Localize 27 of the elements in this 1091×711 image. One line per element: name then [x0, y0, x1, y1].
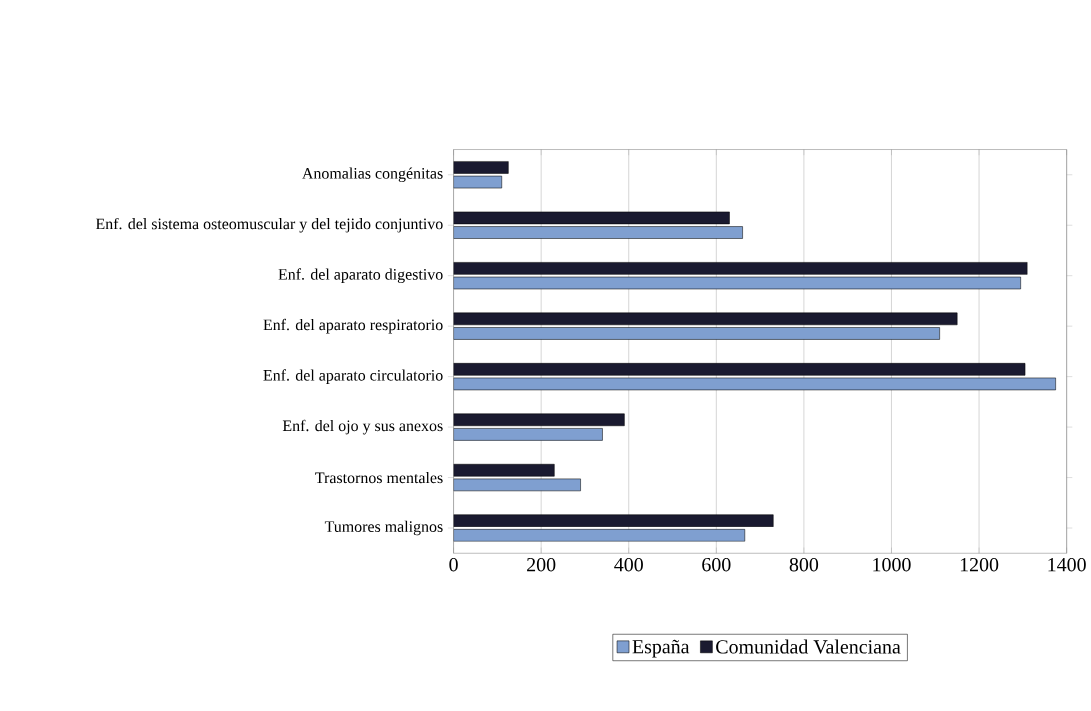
- bar: [453, 161, 509, 174]
- legend-label: España: [632, 639, 690, 658]
- y-tick-label: Enf. del aparato digestivo: [278, 268, 443, 284]
- bar: [453, 514, 774, 528]
- bar: [453, 262, 1028, 275]
- y-tick-label: Trastornos mentales: [315, 472, 443, 484]
- y-tick-label: Enf. del sistema osteomuscular y del tejido conjuntivo: [95, 218, 443, 233]
- x-tick-label: 1400: [1048, 558, 1086, 572]
- y-tick-label: Enf. del aparato respiratorio: [263, 318, 443, 334]
- x-tick-label: 600: [702, 558, 731, 572]
- legend-label: Comunidad Valenciana: [716, 639, 901, 654]
- bar: [453, 529, 746, 542]
- x-tick-label: 1200: [960, 558, 999, 572]
- y-tick-label: Enf. del ojo y sus anexos: [282, 419, 443, 435]
- bar: [453, 413, 625, 427]
- x-tick-label: 800: [789, 558, 819, 572]
- y-tick-label: Anomalias congénitas: [302, 167, 443, 183]
- x-tick-label: 1000: [873, 558, 911, 572]
- x-tick-label: 200: [527, 558, 556, 572]
- x-tick-label: 0: [449, 558, 458, 572]
- x-tick-label: 400: [614, 558, 643, 572]
- bar: [453, 428, 603, 441]
- bar: [453, 363, 1026, 376]
- bar: [453, 327, 940, 340]
- y-tick-label: Tumores malignos: [324, 520, 443, 536]
- y-tick-label: Enf. del aparato circulatorio: [263, 369, 443, 385]
- bar: [453, 464, 555, 477]
